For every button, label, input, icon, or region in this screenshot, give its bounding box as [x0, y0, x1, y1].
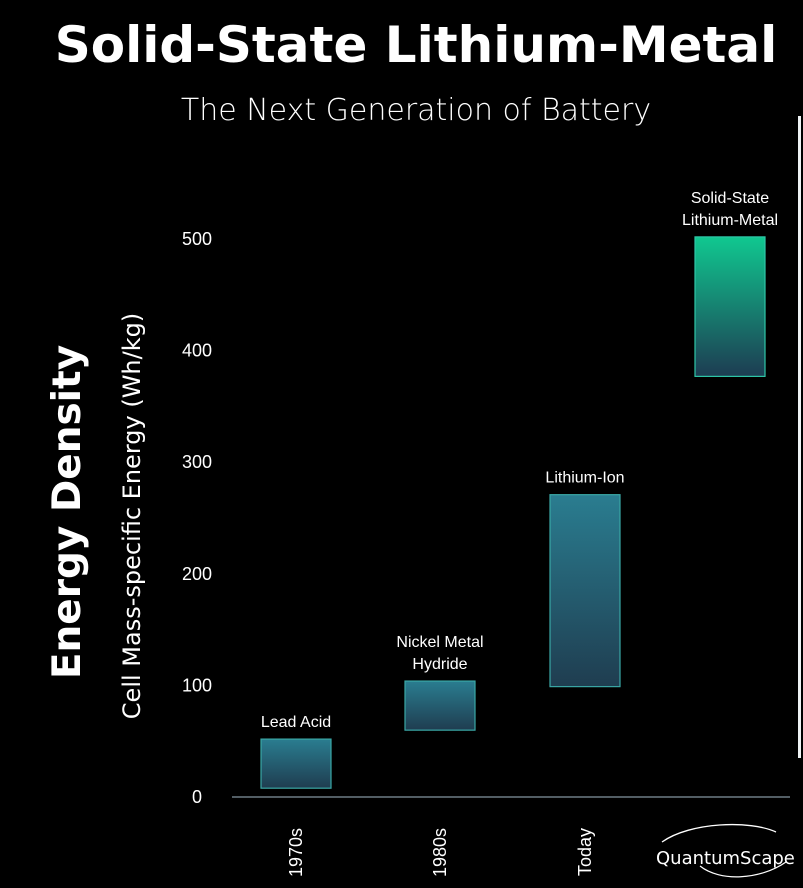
- chart-title: Solid-State Lithium-Metal: [55, 16, 778, 74]
- bar-label: Solid-State Lithium-Metal: [682, 190, 778, 229]
- quantumscape-logo: QuantumScape: [656, 823, 795, 878]
- y-tick-label: 500: [182, 229, 212, 249]
- x-tick-label: Today: [575, 828, 595, 876]
- bar-nickel-metal-hydride: [404, 680, 476, 731]
- y-tick-label: 200: [182, 564, 212, 584]
- y-tick-label: 0: [192, 787, 202, 807]
- side-divider: [798, 116, 801, 758]
- bar-label: Lead Acid: [261, 714, 331, 731]
- bar-lithium-ion: [549, 494, 621, 688]
- bar-label: Nickel Metal Hydride: [396, 634, 483, 673]
- x-tick-label: 1980s: [430, 828, 450, 877]
- bar-label: Lithium-Ion: [545, 470, 624, 487]
- logo-text: QuantumScape: [656, 848, 795, 869]
- y-axis-title: Cell Mass-specific Energy (Wh/kg): [118, 313, 146, 719]
- y-axis-title-main: Energy Density: [45, 345, 90, 679]
- x-tick-label: 1970s: [286, 828, 306, 877]
- bar-lead-acid: [260, 738, 332, 789]
- bar-solid-state-lithium-metal: [694, 236, 766, 377]
- y-tick-label: 400: [182, 341, 212, 361]
- y-tick-label: 300: [182, 452, 212, 472]
- y-tick-label: 100: [182, 675, 212, 695]
- chart-subtitle: The Next Generation of Battery: [181, 93, 651, 128]
